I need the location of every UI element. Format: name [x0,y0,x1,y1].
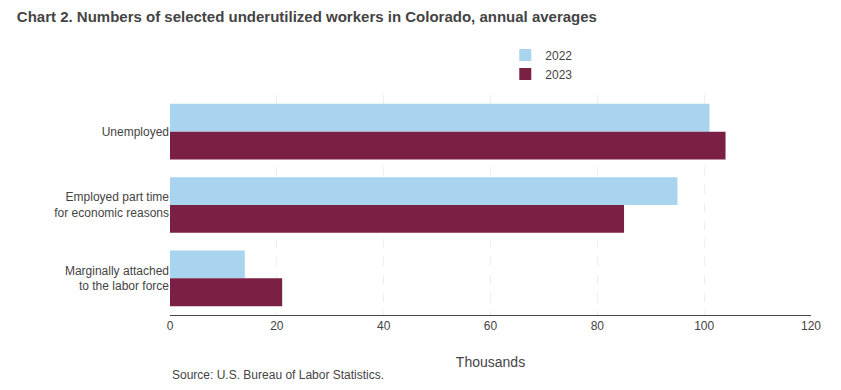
svg-text:100: 100 [694,319,714,333]
svg-text:Thousands: Thousands [456,354,525,370]
svg-text:Marginally attachedto the labo: Marginally attachedto the labor force [65,264,169,294]
svg-text:Chart 2. Numbers of selected u: Chart 2. Numbers of selected underutiliz… [17,8,597,25]
svg-text:Source: U.S. Bureau of Labor S: Source: U.S. Bureau of Labor Statistics. [172,368,384,382]
svg-text:80: 80 [591,319,605,333]
svg-text:2022: 2022 [545,49,572,63]
svg-text:20: 20 [270,319,284,333]
svg-text:Unemployed: Unemployed [102,125,169,139]
svg-text:60: 60 [484,319,498,333]
svg-text:Employed part timefor economic: Employed part timefor economic reasons [54,190,169,220]
svg-text:40: 40 [377,319,391,333]
svg-text:2023: 2023 [545,68,572,82]
svg-text:0: 0 [167,319,174,333]
svg-text:120: 120 [801,319,821,333]
